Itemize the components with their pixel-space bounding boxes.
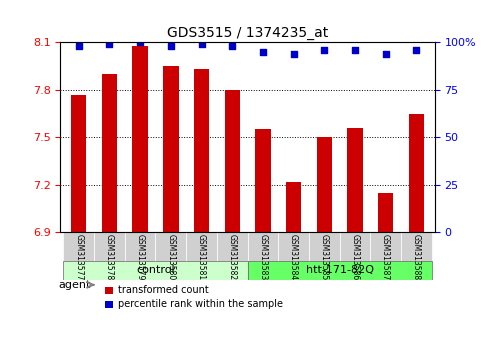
FancyBboxPatch shape — [94, 232, 125, 263]
Text: GSM313585: GSM313585 — [320, 234, 329, 281]
Point — [259, 49, 267, 55]
FancyBboxPatch shape — [309, 232, 340, 263]
Bar — [409, 114, 424, 232]
FancyBboxPatch shape — [63, 232, 94, 263]
Point — [167, 44, 175, 49]
FancyBboxPatch shape — [186, 232, 217, 263]
Bar — [347, 128, 363, 232]
FancyBboxPatch shape — [248, 262, 432, 280]
Text: GSM313581: GSM313581 — [197, 234, 206, 281]
Point — [136, 40, 144, 45]
FancyBboxPatch shape — [156, 232, 186, 263]
Point — [228, 44, 236, 49]
Bar — [194, 69, 209, 232]
Text: agent: agent — [58, 280, 90, 290]
Title: GDS3515 / 1374235_at: GDS3515 / 1374235_at — [167, 26, 328, 40]
Point — [106, 41, 114, 47]
Text: GSM313583: GSM313583 — [258, 234, 268, 281]
Point — [412, 47, 420, 53]
Bar — [378, 193, 393, 232]
FancyBboxPatch shape — [401, 232, 432, 263]
Text: GSM313579: GSM313579 — [136, 234, 144, 281]
Text: control: control — [136, 266, 175, 275]
Text: GSM313578: GSM313578 — [105, 234, 114, 281]
Point — [382, 51, 389, 57]
FancyBboxPatch shape — [370, 232, 401, 263]
Text: htt-171-82Q: htt-171-82Q — [306, 266, 373, 275]
Bar — [255, 130, 270, 232]
Bar — [132, 46, 148, 232]
Bar — [105, 287, 113, 294]
Text: GSM313584: GSM313584 — [289, 234, 298, 281]
Text: percentile rank within the sample: percentile rank within the sample — [118, 299, 284, 309]
Bar — [286, 182, 301, 232]
Text: GSM313588: GSM313588 — [412, 234, 421, 281]
Point — [75, 44, 83, 49]
Text: GSM313577: GSM313577 — [74, 234, 83, 281]
Text: GSM313582: GSM313582 — [227, 234, 237, 281]
Bar — [225, 90, 240, 232]
Point — [198, 41, 205, 47]
FancyBboxPatch shape — [340, 232, 370, 263]
Point — [320, 47, 328, 53]
Point — [351, 47, 359, 53]
Bar — [163, 66, 179, 232]
Text: GSM313586: GSM313586 — [351, 234, 359, 281]
FancyBboxPatch shape — [248, 232, 278, 263]
Bar — [105, 301, 113, 308]
Point — [290, 51, 298, 57]
FancyBboxPatch shape — [63, 262, 248, 280]
FancyBboxPatch shape — [125, 232, 156, 263]
Text: transformed count: transformed count — [118, 285, 209, 295]
Bar — [71, 95, 86, 232]
FancyBboxPatch shape — [278, 232, 309, 263]
FancyBboxPatch shape — [217, 232, 248, 263]
Bar — [102, 74, 117, 232]
Text: GSM313587: GSM313587 — [381, 234, 390, 281]
Bar — [316, 137, 332, 232]
Text: GSM313580: GSM313580 — [166, 234, 175, 281]
